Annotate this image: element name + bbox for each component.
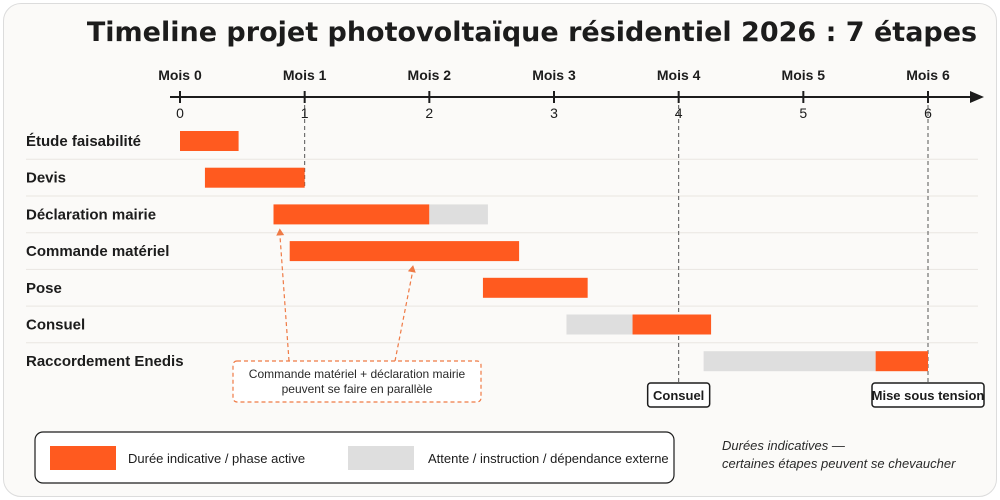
task-label: Raccordement Enedis bbox=[26, 353, 184, 370]
task-bar-active bbox=[875, 351, 928, 372]
annotation-box bbox=[232, 360, 482, 403]
legend-swatch-active bbox=[50, 446, 116, 470]
x-axis-tick-label: 3 bbox=[550, 105, 558, 121]
x-axis-tick-label: 2 bbox=[425, 105, 433, 121]
task-label: Déclaration mairie bbox=[26, 206, 156, 223]
x-axis-month-label: Mois 3 bbox=[532, 67, 576, 83]
x-axis-tick-label: 4 bbox=[675, 105, 683, 121]
task-bar-active bbox=[273, 204, 430, 225]
x-axis-arrow-icon bbox=[970, 91, 984, 103]
milestone-box bbox=[646, 382, 711, 408]
annotation-arrowhead-icon bbox=[407, 265, 416, 273]
annotation-arrow-line bbox=[394, 268, 414, 362]
task-bar-active bbox=[632, 314, 712, 335]
task-bar-waiting bbox=[703, 351, 876, 372]
task-label: Commande matériel bbox=[26, 243, 169, 260]
milestone-box bbox=[871, 382, 985, 408]
task-bar-active bbox=[482, 277, 588, 298]
task-bar-active bbox=[204, 167, 305, 188]
annotation-text: Commande matériel + déclaration mairie bbox=[249, 367, 466, 381]
task-bar-waiting bbox=[566, 314, 633, 335]
annotation-arrow-line bbox=[279, 232, 290, 362]
x-axis-month-label: Mois 4 bbox=[657, 67, 701, 83]
annotation-arrowhead-icon bbox=[276, 228, 285, 236]
milestone-label: Consuel bbox=[653, 388, 704, 403]
task-label: Devis bbox=[26, 170, 66, 187]
task-label: Consuel bbox=[26, 317, 85, 334]
task-bar-active bbox=[289, 241, 520, 262]
legend-label: Attente / instruction / dépendance exter… bbox=[428, 451, 669, 466]
task-label: Pose bbox=[26, 280, 62, 297]
chart-title: Timeline projet photovoltaïque résidenti… bbox=[87, 17, 977, 48]
annotation-text: peuvent se faire en parallèle bbox=[282, 382, 433, 396]
milestone-label: Mise sous tension bbox=[872, 388, 985, 403]
task-bar-waiting bbox=[429, 204, 488, 225]
x-axis-tick-label: 1 bbox=[301, 105, 309, 121]
chart-note: certaines étapes peuvent se chevaucher bbox=[722, 456, 956, 471]
x-axis-month-label: Mois 5 bbox=[782, 67, 826, 83]
legend-label: Durée indicative / phase active bbox=[128, 451, 305, 466]
task-bar-active bbox=[180, 131, 239, 151]
x-axis-month-label: Mois 1 bbox=[283, 67, 327, 83]
x-axis-month-label: Mois 2 bbox=[408, 67, 452, 83]
chart-note: Durées indicatives — bbox=[722, 438, 846, 453]
x-axis-month-label: Mois 6 bbox=[906, 67, 950, 83]
task-label: Étude faisabilité bbox=[26, 133, 141, 150]
x-axis-month-label: Mois 0 bbox=[158, 67, 202, 83]
x-axis-tick-label: 0 bbox=[176, 105, 184, 121]
x-axis-tick-label: 6 bbox=[924, 105, 932, 121]
x-axis-tick-label: 5 bbox=[799, 105, 807, 121]
legend-swatch-waiting bbox=[348, 446, 414, 470]
